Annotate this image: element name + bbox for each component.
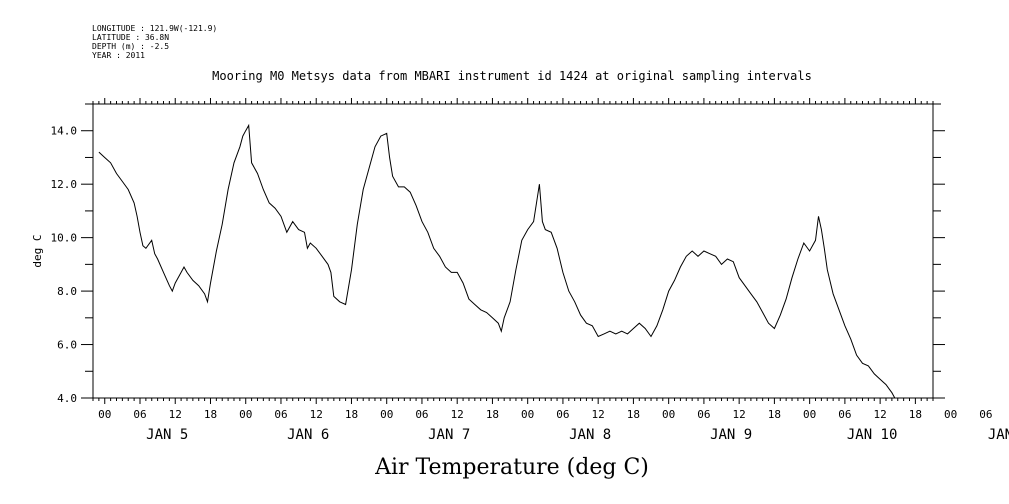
x-tick-label: 12 xyxy=(310,408,323,421)
day-label: JAN 7 xyxy=(428,427,470,443)
y-tick-label: 8.0 xyxy=(57,285,77,298)
y-tick-label: 6.0 xyxy=(57,339,77,352)
x-tick-label: 06 xyxy=(415,408,428,421)
x-tick-labels: 00 06 12 18 00 06 12 18 00 06 12 18 00 06 12 18 00 06 12 18… xyxy=(98,408,992,421)
x-tick-label: 00 xyxy=(803,408,816,421)
y-tick-labels: 4.0 6.0 8.0 10.0 12.0 14.0 xyxy=(51,125,78,405)
latitude-label: LATITUDE : 36.8N xyxy=(92,33,169,42)
x-tick-label: 06 xyxy=(838,408,851,421)
day-label: JAN 10 xyxy=(847,427,898,443)
x-tick-label: 00 xyxy=(239,408,252,421)
y-tick-label: 4.0 xyxy=(57,392,77,405)
x-tick-label: 00 xyxy=(662,408,675,421)
x-tick-label: 06 xyxy=(979,408,992,421)
x-tick-label: 12 xyxy=(169,408,182,421)
day-labels: JAN 5 JAN 6 JAN 7 JAN 8 JAN 9 JAN 10 JAN 11 xyxy=(146,427,1009,443)
x-tick-label: 12 xyxy=(733,408,746,421)
day-label: JAN 9 xyxy=(710,427,752,443)
x-tick-label: 00 xyxy=(521,408,534,421)
x-axis-label: Air Temperature (deg C) xyxy=(374,455,649,480)
day-label: JAN 11 xyxy=(988,427,1009,443)
x-tick-label: 18 xyxy=(768,408,781,421)
x-tick-label: 00 xyxy=(944,408,957,421)
x-tick-label: 12 xyxy=(451,408,464,421)
x-tick-label: 18 xyxy=(909,408,922,421)
x-tick-label: 00 xyxy=(380,408,393,421)
y-tick-label: 10.0 xyxy=(51,232,78,245)
x-tick-label: 18 xyxy=(627,408,640,421)
plot-frame xyxy=(92,103,934,399)
y-axis-label: deg C xyxy=(31,234,44,267)
longitude-label: LONGITUDE : 121.9W(-121.9) xyxy=(92,24,217,33)
axis-ticks xyxy=(81,98,945,404)
x-tick-label: 18 xyxy=(345,408,358,421)
day-label: JAN 6 xyxy=(287,427,329,443)
depth-label: DEPTH (m) : -2.5 xyxy=(92,42,169,51)
x-tick-label: 18 xyxy=(204,408,217,421)
x-tick-label: 12 xyxy=(592,408,605,421)
x-tick-label: 12 xyxy=(874,408,887,421)
x-tick-label: 06 xyxy=(133,408,146,421)
x-tick-label: 06 xyxy=(274,408,287,421)
x-tick-label: 18 xyxy=(486,408,499,421)
temperature-series-line xyxy=(98,123,896,399)
y-tick-label: 14.0 xyxy=(51,125,78,138)
x-tick-label: 00 xyxy=(98,408,111,421)
day-label: JAN 8 xyxy=(569,427,611,443)
y-tick-label: 12.0 xyxy=(51,178,78,191)
chart-title: Mooring M0 Metsys data from MBARI instru… xyxy=(212,69,812,83)
day-label: JAN 5 xyxy=(146,427,188,443)
year-label: YEAR : 2011 xyxy=(92,51,145,60)
x-tick-label: 06 xyxy=(556,408,569,421)
x-tick-label: 06 xyxy=(697,408,710,421)
